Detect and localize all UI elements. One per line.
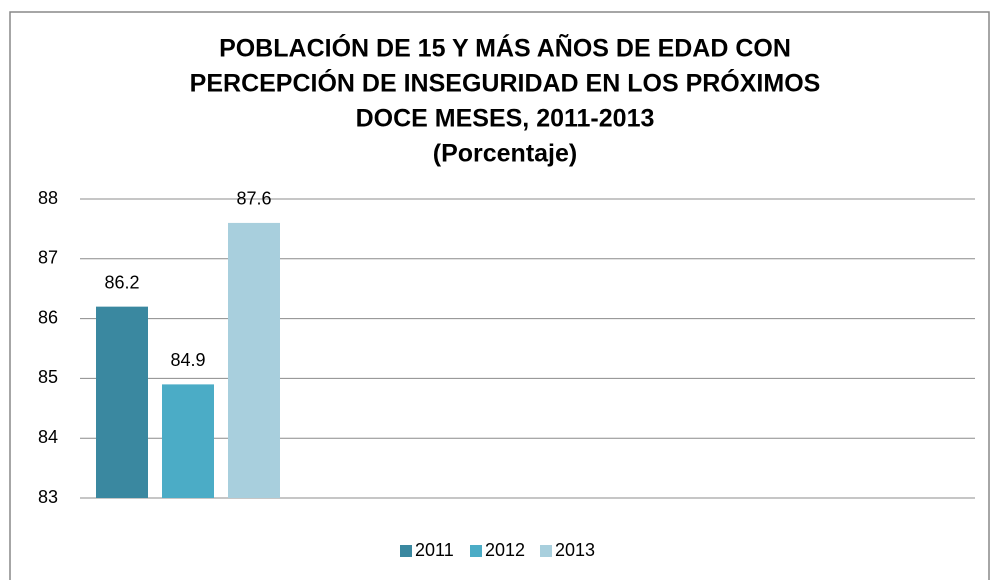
legend-swatch (400, 545, 412, 557)
y-tick-label: 85 (38, 367, 58, 387)
legend-swatch (470, 545, 482, 557)
chart-title: PERCEPCIÓN DE INSEGURIDAD EN LOS PRÓXIMO… (190, 68, 821, 98)
chart-title: POBLACIÓN DE 15 Y MÁS AÑOS DE EDAD CON (219, 33, 791, 63)
y-tick-label: 83 (38, 487, 58, 507)
y-tick-label: 84 (38, 427, 58, 447)
data-label: 84.9 (170, 350, 205, 370)
chart-title: DOCE MESES, 2011-2013 (356, 105, 655, 133)
legend-label: 2011 (415, 540, 454, 560)
bar (96, 306, 148, 498)
bar (228, 222, 280, 499)
legend-label: 2012 (485, 540, 525, 560)
y-tick-label: 87 (38, 248, 58, 268)
data-label: 86.2 (104, 272, 139, 292)
data-label: 87.6 (236, 189, 271, 209)
bar (162, 384, 214, 498)
y-tick-label: 88 (38, 188, 58, 208)
legend-swatch (540, 545, 552, 557)
chart-subtitle: (Porcentaje) (433, 140, 577, 168)
legend-label: 2013 (555, 540, 595, 560)
y-tick-label: 86 (38, 307, 58, 327)
